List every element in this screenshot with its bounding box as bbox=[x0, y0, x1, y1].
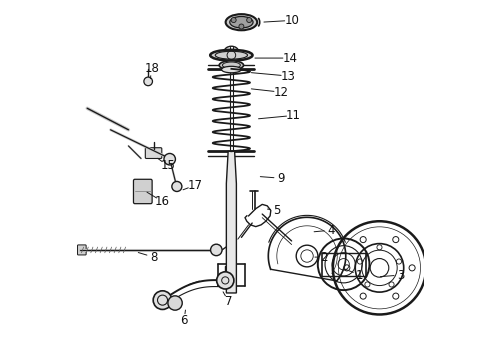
Text: 16: 16 bbox=[155, 195, 170, 208]
Ellipse shape bbox=[219, 61, 244, 70]
Circle shape bbox=[246, 18, 252, 23]
Ellipse shape bbox=[230, 17, 253, 28]
Circle shape bbox=[217, 272, 234, 289]
Text: 12: 12 bbox=[273, 86, 288, 99]
Circle shape bbox=[144, 77, 152, 86]
Text: 10: 10 bbox=[284, 14, 299, 27]
Text: 6: 6 bbox=[180, 314, 188, 327]
FancyBboxPatch shape bbox=[146, 148, 162, 158]
Circle shape bbox=[153, 291, 172, 310]
Text: 3: 3 bbox=[397, 269, 405, 282]
Circle shape bbox=[239, 24, 244, 29]
Text: 9: 9 bbox=[277, 172, 285, 185]
Text: 13: 13 bbox=[281, 69, 295, 82]
Ellipse shape bbox=[225, 14, 257, 30]
Text: 1: 1 bbox=[356, 269, 364, 282]
Text: 4: 4 bbox=[327, 224, 335, 237]
Text: 2: 2 bbox=[320, 251, 328, 264]
FancyBboxPatch shape bbox=[133, 179, 152, 204]
Text: 15: 15 bbox=[160, 159, 175, 172]
Ellipse shape bbox=[221, 66, 241, 73]
Text: 8: 8 bbox=[150, 251, 157, 264]
Text: 17: 17 bbox=[187, 179, 202, 192]
Text: 5: 5 bbox=[273, 204, 281, 217]
Circle shape bbox=[231, 18, 236, 23]
Text: 18: 18 bbox=[145, 62, 159, 75]
Circle shape bbox=[164, 153, 175, 165]
Circle shape bbox=[172, 181, 182, 192]
Circle shape bbox=[168, 296, 182, 310]
FancyBboxPatch shape bbox=[77, 245, 86, 255]
Text: 14: 14 bbox=[282, 51, 297, 64]
Circle shape bbox=[211, 244, 222, 256]
Ellipse shape bbox=[210, 50, 252, 60]
Text: 11: 11 bbox=[286, 109, 301, 122]
Text: 7: 7 bbox=[225, 296, 233, 309]
Polygon shape bbox=[226, 151, 236, 293]
